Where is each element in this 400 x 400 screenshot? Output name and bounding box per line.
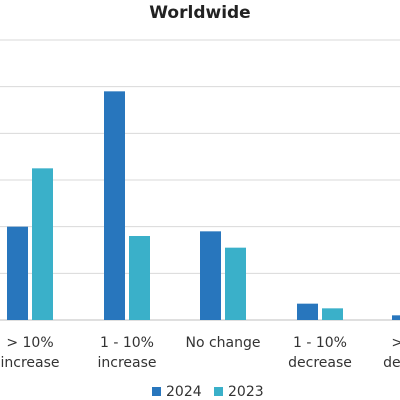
legend-swatch-2024 — [152, 387, 161, 396]
legend-label-2023: 2023 — [228, 384, 264, 400]
bar-2024 — [392, 315, 400, 320]
bars — [7, 91, 400, 320]
x-tick-label: 1 - 10% decrease — [288, 335, 352, 371]
legend: 2024 2023 — [152, 384, 264, 400]
gridlines — [0, 39, 400, 321]
bar-2024 — [7, 226, 28, 320]
bar-2023 — [225, 247, 246, 320]
chart-title: Worldwide — [149, 3, 250, 23]
x-tick-label: 1 - 10% increase — [97, 335, 156, 371]
bar-2023 — [32, 168, 53, 320]
bar-2024 — [104, 91, 125, 320]
bar-2023 — [129, 236, 150, 320]
legend-swatch-2023 — [214, 387, 223, 396]
x-tick-label: No change — [185, 335, 260, 351]
bar-2024 — [297, 303, 318, 320]
bar-2024 — [200, 231, 221, 320]
x-tick-label: > 10% increase — [0, 335, 59, 371]
x-tick-label: > 10%decrease — [383, 335, 400, 371]
legend-label-2024: 2024 — [166, 384, 202, 400]
bar-2023 — [322, 308, 343, 320]
x-axis-tick-labels: > 10% increase 1 - 10% increase No change 1 -… — [0, 335, 400, 371]
